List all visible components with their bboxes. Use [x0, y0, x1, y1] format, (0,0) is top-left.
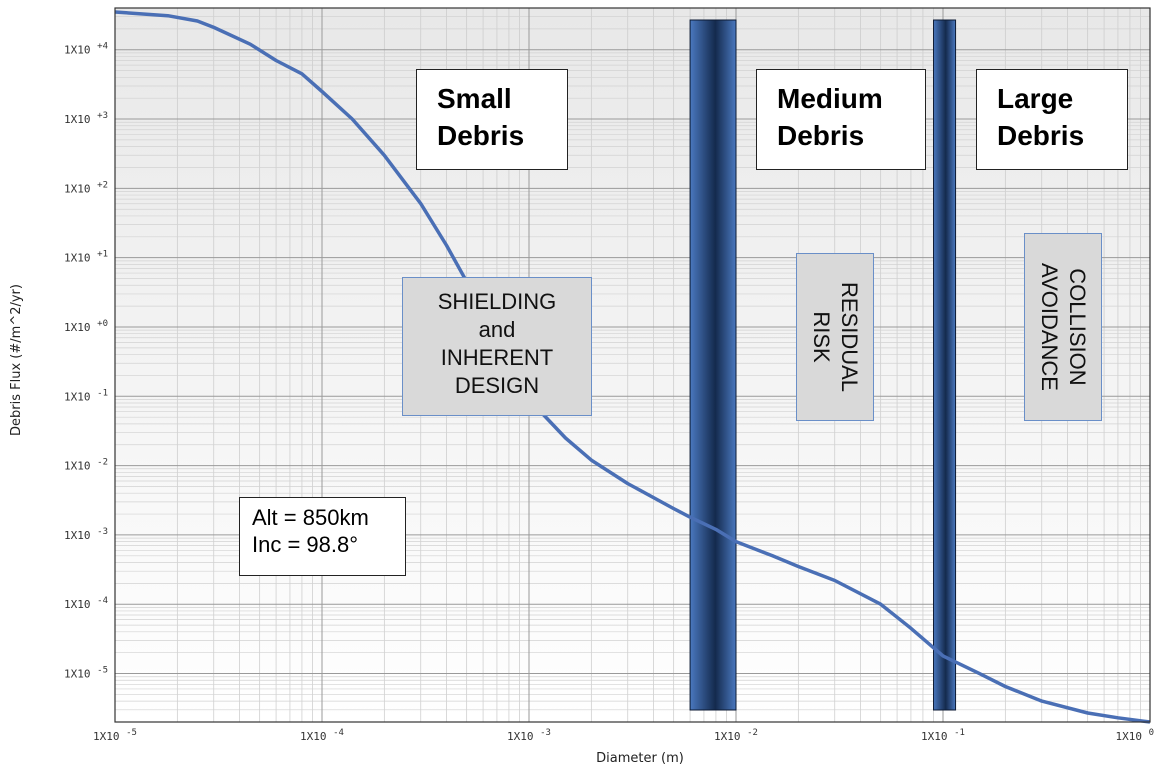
large-debris-label: Large Debris — [976, 69, 1128, 170]
y-tick-label: 1X10 -2 — [64, 458, 108, 473]
residual-risk-region-label: RESIDUAL RISK — [796, 253, 874, 421]
residual-risk-text: RESIDUAL RISK — [807, 282, 863, 392]
medium-large-boundary-band — [933, 19, 957, 711]
large-debris-line-2: Debris — [997, 120, 1085, 151]
y-axis-label: Debris Flux (#/m^2/yr) — [9, 284, 24, 436]
residual-line-1: RESIDUAL — [837, 281, 862, 393]
small-medium-boundary-band — [689, 19, 737, 711]
y-tick-label: 1X10 -1 — [64, 388, 108, 403]
x-tick-label: 1X10 0 — [1115, 728, 1154, 743]
size-boundary-bands — [689, 19, 957, 711]
collision-line-1: COLLISION — [1065, 268, 1090, 386]
orbit-parameters-box: Alt = 850km Inc = 98.8° — [239, 497, 406, 576]
y-tick-label: 1X10 +1 — [64, 250, 108, 265]
x-axis-label: Diameter (m) — [596, 751, 684, 766]
medium-debris-label: Medium Debris — [756, 69, 926, 170]
small-debris-label: Small Debris — [416, 69, 568, 170]
x-tick-label: 1X10 -1 — [921, 728, 965, 743]
y-tick-label: 1X10 +0 — [64, 319, 108, 334]
altitude-text: Alt = 850km — [252, 505, 369, 530]
shielding-line-4: DESIGN — [454, 373, 540, 398]
x-tick-label: 1X10 -2 — [714, 728, 758, 743]
x-tick-label: 1X10 -3 — [507, 728, 551, 743]
inclination-text: Inc = 98.8° — [252, 532, 359, 557]
shielding-line-1: SHIELDING — [437, 289, 557, 314]
y-tick-label: 1X10 +3 — [64, 111, 108, 126]
collision-avoidance-region-label: COLLISION AVOIDANCE — [1024, 233, 1102, 421]
shielding-line-2: and — [478, 317, 516, 342]
residual-line-2: RISK — [809, 311, 834, 363]
y-tick-label: 1X10 -4 — [64, 596, 108, 611]
medium-debris-line-1: Medium — [777, 83, 883, 114]
y-tick-label: 1X10 +4 — [64, 42, 108, 57]
medium-debris-line-2: Debris — [777, 120, 865, 151]
small-debris-line-2: Debris — [437, 120, 525, 151]
x-tick-label: 1X10 -5 — [93, 728, 137, 743]
series-group — [114, 10, 1151, 724]
x-tick-label: 1X10 -4 — [300, 728, 344, 743]
shielding-region-label: SHIELDING and INHERENT DESIGN — [402, 277, 592, 416]
plot-frame — [114, 7, 1151, 723]
tick-labels: 1X10 +4 1X10 +3 1X10 +2 1X10 +1 1X10 +0 1X10 … — [64, 42, 1154, 743]
shielding-line-3: INHERENT — [440, 345, 554, 370]
large-debris-line-1: Large — [997, 83, 1074, 114]
collision-avoidance-text: COLLISION AVOIDANCE — [1035, 263, 1091, 391]
debris-flux-line — [114, 10, 1151, 724]
collision-line-2: AVOIDANCE — [1037, 263, 1062, 391]
y-tick-label: 1X10 -3 — [64, 527, 108, 542]
y-tick-label: 1X10 +2 — [64, 180, 108, 195]
y-tick-label: 1X10 -5 — [64, 666, 108, 681]
small-debris-line-1: Small — [437, 83, 512, 114]
